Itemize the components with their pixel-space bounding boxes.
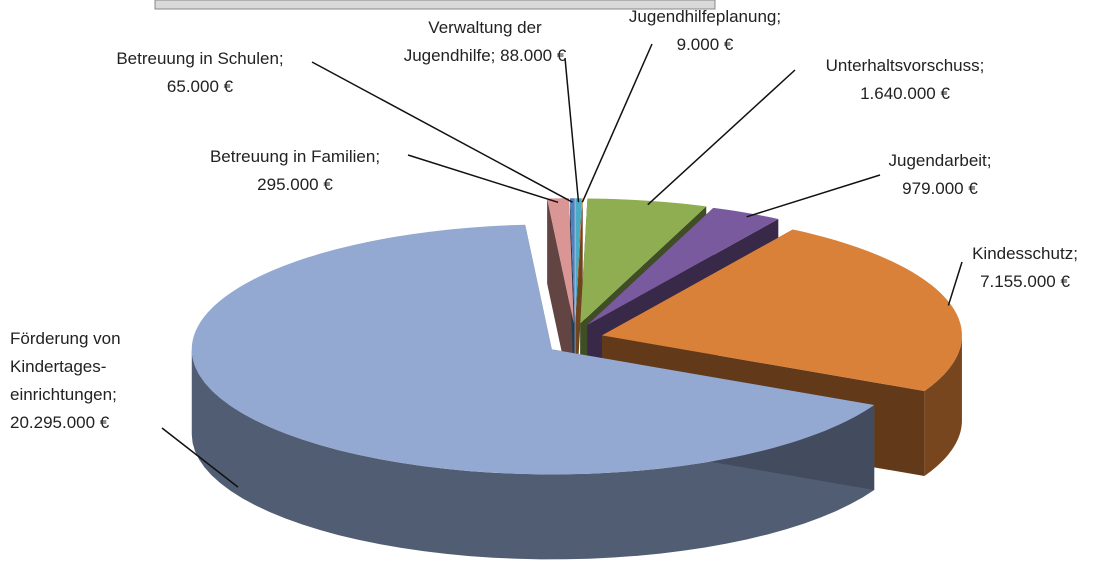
slice: [601, 229, 962, 392]
value-label: 7.155.000 €: [980, 272, 1070, 291]
leader-line: [581, 43, 653, 203]
slice-wall: [924, 335, 962, 477]
slice: [569, 198, 575, 324]
slice-wall: [191, 349, 875, 560]
slice: [575, 198, 583, 324]
slice-label: Unterhaltsvorschuss; 1.640.000 €: [790, 52, 1020, 108]
category-name: Betreuung in Familien;: [209, 147, 381, 166]
slice-label: Jugendarbeit; 979.000 €: [870, 147, 1010, 203]
value-label: 88.000 €: [500, 46, 567, 65]
slice: [547, 198, 574, 324]
slice-label: Förderung von Kindertages-einrichtungen;…: [10, 325, 170, 437]
slice: [191, 224, 875, 475]
slice-label: Betreuung in Schulen; 65.000 €: [85, 45, 315, 101]
slice: [580, 198, 707, 324]
leader-line: [647, 69, 796, 206]
slice-label: Betreuung in Familien; 295.000 €: [180, 143, 410, 199]
slice: [575, 198, 582, 324]
value-label: 979.000 €: [902, 179, 978, 198]
leader-line: [161, 427, 239, 488]
leader-line: [564, 57, 580, 203]
value-label: 65.000 €: [166, 77, 234, 96]
slice-label: Jugendhilfeplanung; 9.000 €: [600, 3, 810, 59]
leader-line: [947, 261, 963, 306]
leader-line: [311, 61, 573, 203]
category-name: Jugendhilfeplanung;: [628, 7, 782, 26]
slice-label: Kindesschutz; 7.155.000 €: [955, 240, 1095, 296]
value-label: 295.000 €: [257, 175, 333, 194]
category-name: Kindesschutz;: [972, 244, 1078, 263]
slices: [191, 198, 962, 560]
value-label: 9.000 €: [676, 35, 734, 54]
value-label: 20.295.000 €: [10, 413, 110, 432]
category-name: Jugendarbeit;: [888, 151, 992, 170]
leader-line: [407, 154, 559, 204]
leader-line: [746, 174, 881, 218]
value-label: 1.640.000 €: [860, 84, 950, 103]
category-name: Förderung von Kindertages-einrichtungen;: [10, 329, 121, 404]
title-frame: [154, 0, 716, 10]
category-name: Verwaltung der Jugendhilfe;: [403, 18, 542, 65]
slice-label: Verwaltung der Jugendhilfe; 88.000 €: [385, 14, 585, 70]
category-name: Betreuung in Schulen;: [116, 49, 284, 68]
slice: [587, 207, 779, 325]
category-name: Unterhaltsvorschuss;: [825, 56, 985, 75]
